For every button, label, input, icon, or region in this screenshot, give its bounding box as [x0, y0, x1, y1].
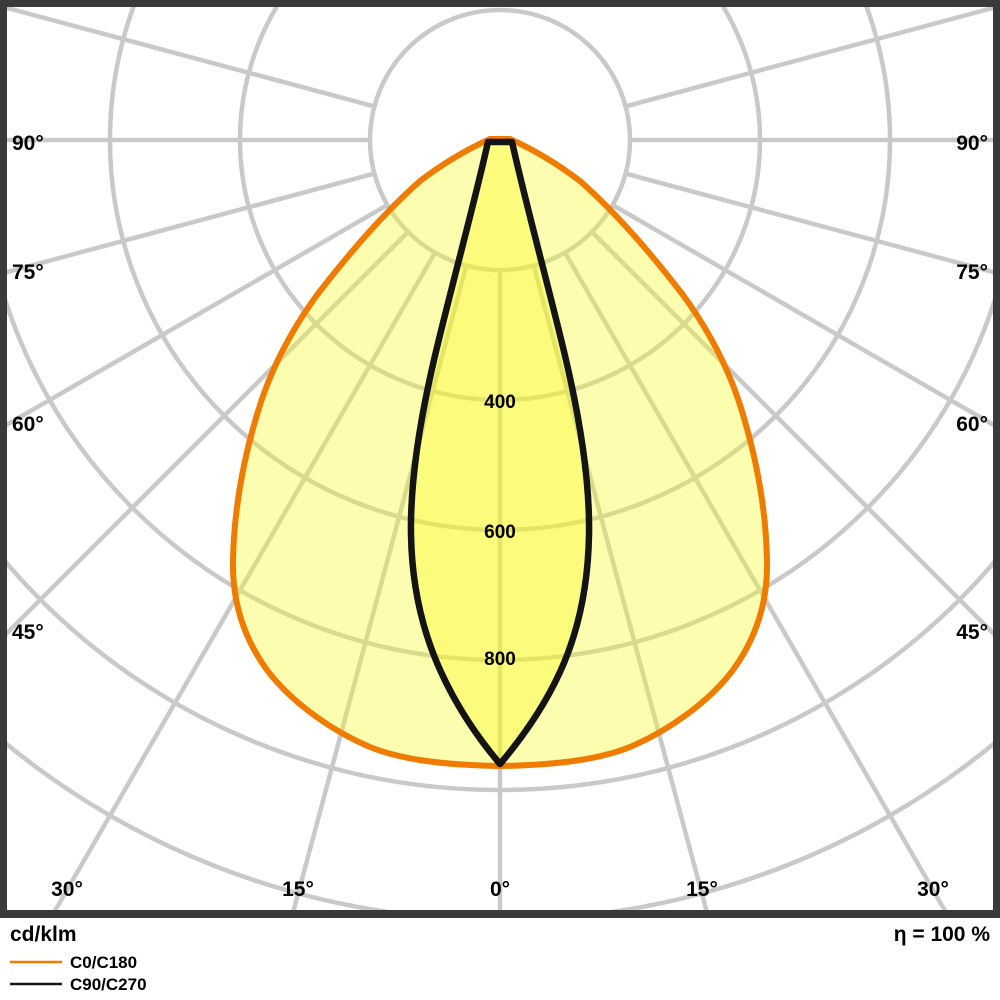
angle-label-bottom-15-right: 15°: [686, 878, 718, 901]
angle-label-bottom-15-left: 15°: [282, 878, 314, 901]
frame-bottom: [0, 910, 1000, 918]
angle-label-left-45: 45°: [12, 621, 44, 644]
unit-label: cd/klm: [10, 923, 77, 946]
angle-label-right-45: 45°: [956, 621, 988, 644]
frame-top: [0, 0, 1000, 7]
grid-ray-105-right: [625, 7, 993, 109]
angle-label-left-90: 90°: [12, 132, 44, 155]
c90-c270-curve: [407, 138, 593, 768]
angle-label-bottom-30-right: 30°: [917, 878, 949, 901]
frame-right: [993, 0, 1000, 918]
frame-left: [0, 0, 7, 918]
efficiency-label: η = 100 %: [894, 923, 991, 946]
grid-ray-30-left: [52, 251, 437, 910]
grid-ray-60-left: [7, 203, 389, 428]
angle-label-bottom-0: 0°: [490, 878, 510, 901]
grid-ray-75-left: [7, 171, 375, 275]
angle-label-left-60: 60°: [12, 413, 44, 436]
radial-label-600: 600: [484, 522, 516, 543]
angle-label-right-60: 60°: [956, 413, 988, 436]
legend-label-c90-c270: C90/C270: [70, 975, 147, 994]
grid-ray-30-right: [563, 251, 948, 910]
angle-label-left-75: 75°: [12, 261, 44, 284]
grid-ray-105-left: [7, 7, 375, 109]
plot-frame: [0, 0, 1000, 918]
legend: C0/C180 C90/C270: [10, 953, 147, 994]
c0-c180-fill: [232, 139, 768, 766]
grid-ray-60-right: [611, 203, 993, 428]
angle-label-bottom-30-left: 30°: [51, 878, 83, 901]
grid-ray-75-right: [625, 171, 993, 275]
legend-label-c0-c180: C0/C180: [70, 953, 137, 972]
radial-label-800: 800: [484, 649, 516, 670]
angle-label-right-90: 90°: [956, 132, 988, 155]
radial-label-400: 400: [484, 392, 516, 413]
angle-label-right-75: 75°: [956, 261, 988, 284]
c90-c270-fill: [410, 142, 590, 764]
